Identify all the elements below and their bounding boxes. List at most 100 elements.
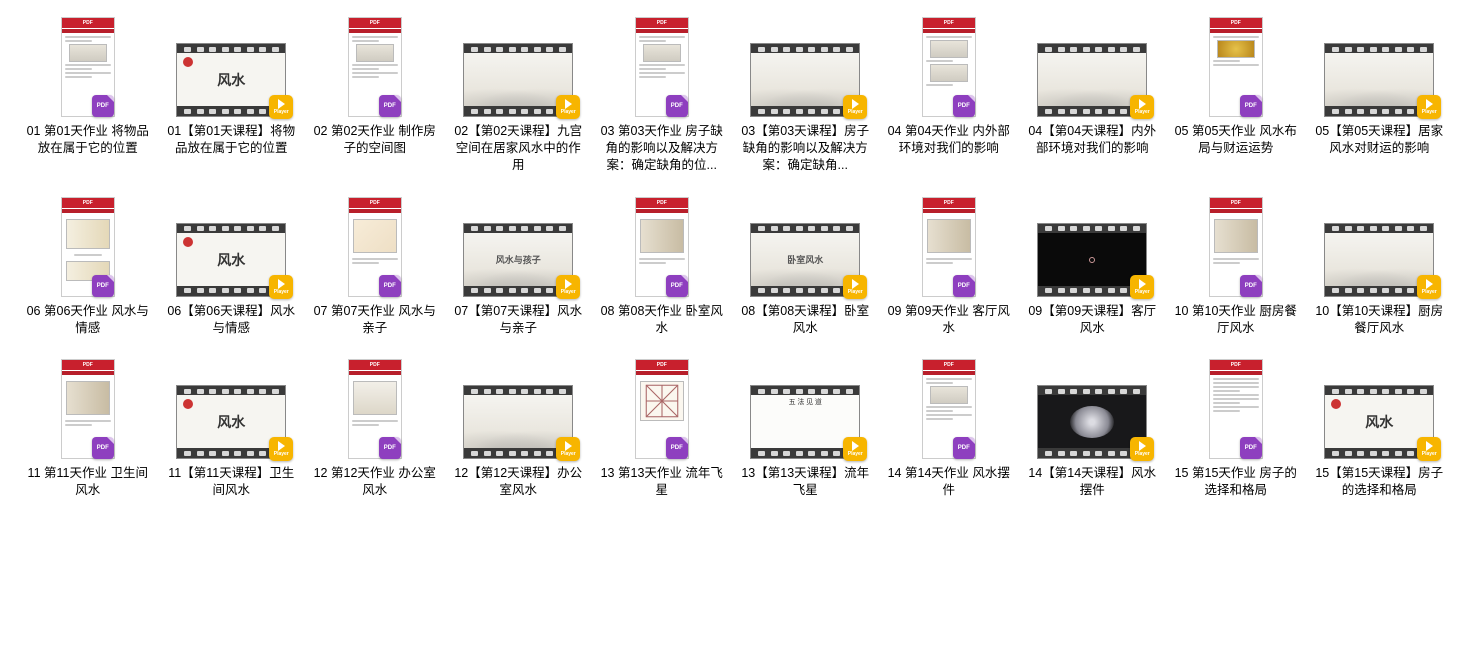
video-thumbnail: Player bbox=[1319, 12, 1439, 117]
player-badge-label: Player bbox=[1422, 110, 1437, 115]
pdf-icon: PDF bbox=[1240, 275, 1262, 297]
video-thumbnail: 风水 Player bbox=[171, 12, 291, 117]
player-icon: Player bbox=[1130, 437, 1154, 461]
file-label: 04 第04天作业 内外部环境对我们的影响 bbox=[884, 123, 1014, 157]
file-label: 15【第15天课程】房子的选择和格局 bbox=[1314, 465, 1444, 499]
pdf-icon: PDF bbox=[666, 275, 688, 297]
file-item-video[interactable]: 风水与孩子 Player 07【第07天课程】风水与亲子 bbox=[451, 188, 587, 341]
player-badge-label: Player bbox=[1135, 290, 1150, 295]
file-item-video[interactable]: 风水 Player 15【第15天课程】房子的选择和格局 bbox=[1312, 350, 1448, 503]
pdf-icon: PDF bbox=[92, 437, 114, 459]
file-label: 03【第03天课程】房子缺角的影响以及解决方案：确定缺角... bbox=[740, 123, 870, 174]
file-item-pdf[interactable]: PDF PDF 09 第09天作业 客厅风水 bbox=[881, 188, 1017, 341]
file-label: 10【第10天课程】厨房餐厅风水 bbox=[1314, 303, 1444, 337]
file-label: 03 第03天作业 房子缺角的影响以及解决方案：确定缺角的位... bbox=[597, 123, 727, 174]
player-icon: Player bbox=[843, 437, 867, 461]
file-item-pdf[interactable]: PDF PDF 01 第01天作业 将物品放在属于它的位置 bbox=[20, 8, 156, 178]
player-icon: Player bbox=[1417, 275, 1441, 299]
video-thumbnail: Player bbox=[1319, 192, 1439, 297]
file-item-video[interactable]: Player 03【第03天课程】房子缺角的影响以及解决方案：确定缺角... bbox=[738, 8, 874, 178]
player-icon: Player bbox=[556, 275, 580, 299]
player-badge-label: Player bbox=[274, 110, 289, 115]
file-item-pdf[interactable]: PDF PDF 08 第08天作业 卧室风水 bbox=[594, 188, 730, 341]
file-label: 07 第07天作业 风水与亲子 bbox=[310, 303, 440, 337]
file-item-video[interactable]: 风水 Player 11【第11天课程】卫生间风水 bbox=[164, 350, 300, 503]
file-label: 13 第13天作业 流年飞星 bbox=[597, 465, 727, 499]
file-label: 06 第06天作业 风水与情感 bbox=[23, 303, 153, 337]
pdf-badge-label: PDF bbox=[671, 445, 683, 451]
video-thumbnail: Player bbox=[458, 354, 578, 459]
file-label: 14 第14天作业 风水摆件 bbox=[884, 465, 1014, 499]
player-badge-label: Player bbox=[1422, 452, 1437, 457]
pdf-thumbnail: PDF PDF bbox=[28, 354, 148, 459]
file-item-pdf[interactable]: PDF PDF 11 第11天作业 卫生间风水 bbox=[20, 350, 156, 503]
pdf-badge-label: PDF bbox=[958, 283, 970, 289]
file-grid: PDF PDF 01 第01天作业 将物品放在属于它的位置 风水 Play bbox=[20, 8, 1447, 503]
pdf-thumbnail: PDF PDF bbox=[315, 12, 435, 117]
pdf-thumbnail: PDF PDF bbox=[1176, 354, 1296, 459]
file-item-video[interactable]: Player 05【第05天课程】居家风水对财运的影响 bbox=[1312, 8, 1448, 178]
video-thumbnail: 风水与孩子 Player bbox=[458, 192, 578, 297]
file-label: 12 第12天作业 办公室风水 bbox=[310, 465, 440, 499]
file-item-video[interactable]: 卧室风水 Player 08【第08天课程】卧室风水 bbox=[738, 188, 874, 341]
pdf-thumbnail: PDF PDF bbox=[1176, 192, 1296, 297]
pdf-badge-label: PDF bbox=[97, 283, 109, 289]
file-item-video[interactable]: Player 10【第10天课程】厨房餐厅风水 bbox=[1312, 188, 1448, 341]
file-item-pdf[interactable]: PDF PDF 02 第02天作业 制作房子的空间图 bbox=[307, 8, 443, 178]
file-item-video[interactable]: Player 04【第04天课程】内外部环境对我们的影响 bbox=[1025, 8, 1161, 178]
pdf-badge-label: PDF bbox=[384, 283, 396, 289]
player-icon: Player bbox=[269, 275, 293, 299]
file-item-pdf[interactable]: PDF PDF 05 第05天作业 风水布局与财运运势 bbox=[1168, 8, 1304, 178]
file-item-pdf[interactable]: PDF PDF 04 第04天作业 内外部环境对我们的影响 bbox=[881, 8, 1017, 178]
file-label: 11【第11天课程】卫生间风水 bbox=[166, 465, 296, 499]
file-item-pdf[interactable]: PDF PDF 15 第15天作业 房子的选择和格局 bbox=[1168, 350, 1304, 503]
pdf-badge-label: PDF bbox=[97, 103, 109, 109]
file-label: 08【第08天课程】卧室风水 bbox=[740, 303, 870, 337]
player-badge-label: Player bbox=[848, 110, 863, 115]
video-thumbnail: Player bbox=[1032, 192, 1152, 297]
file-item-video[interactable]: 风水 Player 06【第06天课程】风水与情感 bbox=[164, 188, 300, 341]
player-badge-label: Player bbox=[561, 110, 576, 115]
file-label: 13【第13天课程】流年飞星 bbox=[740, 465, 870, 499]
pdf-icon: PDF bbox=[92, 275, 114, 297]
file-item-video[interactable]: Player 12【第12天课程】办公室风水 bbox=[451, 350, 587, 503]
file-item-pdf[interactable]: PDF PDF 10 第10天作业 厨房餐厅风水 bbox=[1168, 188, 1304, 341]
file-item-pdf[interactable]: PDF PDF 03 第03天作业 房子缺角的影响以及解决方案：确定缺角的位..… bbox=[594, 8, 730, 178]
video-thumbnail: Player bbox=[1032, 354, 1152, 459]
file-item-pdf[interactable]: PDF PDF 12 第12天作业 办公室风水 bbox=[307, 350, 443, 503]
pdf-icon: PDF bbox=[953, 275, 975, 297]
pdf-badge-label: PDF bbox=[1245, 283, 1257, 289]
file-item-pdf[interactable]: PDF PDF 14 第14天作业 风水摆件 bbox=[881, 350, 1017, 503]
player-icon: Player bbox=[1417, 95, 1441, 119]
file-item-video[interactable]: Player 14【第14天课程】风水摆件 bbox=[1025, 350, 1161, 503]
file-item-video[interactable]: 风水 Player 01【第01天课程】将物品放在属于它的位置 bbox=[164, 8, 300, 178]
pdf-icon: PDF bbox=[666, 437, 688, 459]
file-item-video[interactable]: Player 09【第09天课程】客厅风水 bbox=[1025, 188, 1161, 341]
file-item-video[interactable]: 五 法 见 道 Player 13【第13天课程】流年飞星 bbox=[738, 350, 874, 503]
pdf-thumbnail: PDF PDF bbox=[28, 192, 148, 297]
pdf-badge-label: PDF bbox=[384, 445, 396, 451]
pdf-thumbnail: PDF PDF bbox=[28, 12, 148, 117]
file-label: 07【第07天课程】风水与亲子 bbox=[453, 303, 583, 337]
pdf-badge-label: PDF bbox=[1245, 103, 1257, 109]
video-thumbnail: 风水 Player bbox=[171, 354, 291, 459]
file-label: 04【第04天课程】内外部环境对我们的影响 bbox=[1027, 123, 1157, 157]
pdf-badge-label: PDF bbox=[671, 103, 683, 109]
pdf-badge-label: PDF bbox=[384, 103, 396, 109]
file-item-pdf[interactable]: PDF PDF 07 第07天作业 风水与亲子 bbox=[307, 188, 443, 341]
video-thumbnail: Player bbox=[458, 12, 578, 117]
pdf-icon: PDF bbox=[92, 95, 114, 117]
pdf-thumbnail: PDF PDF bbox=[315, 354, 435, 459]
pdf-icon: PDF bbox=[379, 437, 401, 459]
file-item-pdf[interactable]: PDF PDF 13 第13天作业 流年飞星 bbox=[594, 350, 730, 503]
file-label: 10 第10天作业 厨房餐厅风水 bbox=[1171, 303, 1301, 337]
file-label: 05 第05天作业 风水布局与财运运势 bbox=[1171, 123, 1301, 157]
file-item-pdf[interactable]: PDF PDF 06 第06天作业 风水与情感 bbox=[20, 188, 156, 341]
pdf-icon: PDF bbox=[953, 95, 975, 117]
pdf-icon: PDF bbox=[379, 275, 401, 297]
player-icon: Player bbox=[843, 95, 867, 119]
player-icon: Player bbox=[269, 437, 293, 461]
player-badge-label: Player bbox=[274, 290, 289, 295]
file-item-video[interactable]: Player 02【第02天课程】九宫空间在居家风水中的作用 bbox=[451, 8, 587, 178]
pdf-icon: PDF bbox=[666, 95, 688, 117]
